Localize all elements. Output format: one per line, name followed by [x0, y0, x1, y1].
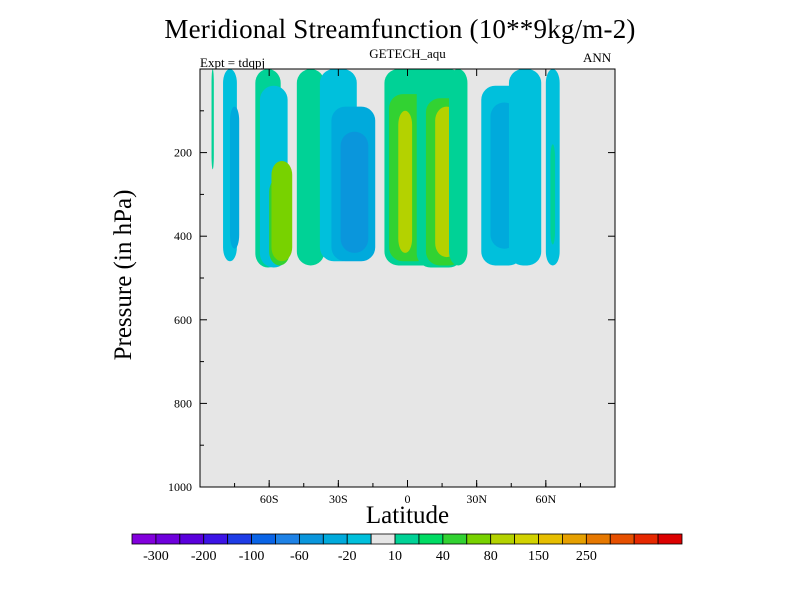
colorbar-label: -20 [338, 549, 357, 564]
colorbar-box [179, 533, 205, 545]
colorbar-label: -60 [290, 549, 309, 564]
colorbar-box [394, 533, 420, 545]
colorbar-box [322, 533, 348, 545]
y-tick-label: 800 [174, 396, 192, 410]
colorbar-label: 10 [388, 549, 402, 564]
season-label: ANN [583, 50, 612, 65]
axes: 60S 30S 0 30N 60N 200 400 600 800 1000 [168, 69, 615, 506]
x-tick-label: 60N [535, 492, 556, 506]
shaded-region [296, 69, 325, 266]
shaded-region [550, 144, 556, 245]
y-tick-label: 200 [174, 146, 192, 160]
colorbar-label: 40 [436, 549, 450, 564]
y-axis-label: Pressure (in hPa) [110, 189, 137, 361]
colorbar-box [418, 533, 444, 545]
y-tick-label: 400 [174, 229, 192, 243]
chart-subtitle: GETECH_aqu [369, 46, 446, 61]
shaded-region [229, 106, 240, 249]
contour-fields [211, 69, 560, 268]
y-tick-label: 1000 [168, 480, 192, 494]
y-tick-label: 600 [174, 313, 192, 327]
colorbar-box [131, 533, 157, 545]
colorbar-box [370, 533, 396, 545]
x-tick-label: 30N [466, 492, 487, 506]
colorbar-box [227, 533, 252, 545]
colorbar-box [275, 533, 300, 545]
colorbar: -300 -200 -100 -60 -20 10 40 80 150 250 [131, 533, 683, 564]
shaded-region [398, 110, 413, 253]
shaded-region [211, 69, 214, 170]
colorbar-box [203, 533, 229, 545]
colorbar-box [609, 533, 635, 545]
colorbar-label: 150 [528, 549, 549, 564]
colorbar-box [562, 533, 587, 545]
colorbar-label: -300 [143, 549, 169, 564]
colorbar-box [298, 533, 324, 545]
colorbar-box [514, 533, 539, 545]
x-tick-label: 30S [329, 492, 348, 506]
colorbar-box [442, 533, 468, 545]
colorbar-label: 250 [576, 549, 597, 564]
colorbar-box [585, 533, 611, 545]
x-tick-label: 60S [260, 492, 279, 506]
colorbar-box [490, 533, 516, 545]
shaded-region [449, 69, 468, 266]
colorbar-box [466, 533, 492, 545]
colorbar-label: 80 [484, 549, 498, 564]
colorbar-label: -100 [239, 549, 265, 564]
colorbar-box [251, 533, 276, 545]
colorbar-box [633, 533, 659, 545]
colorbar-label: -200 [191, 549, 217, 564]
colorbar-box [538, 533, 563, 545]
experiment-label: Expt = tdqpj [200, 55, 266, 70]
x-tick-label: 0 [405, 492, 411, 506]
colorbar-box [657, 533, 683, 545]
x-axis-label: Latitude [365, 502, 450, 529]
chart-title: Meridional Streamfunction (10**9kg/m-2) [164, 14, 636, 44]
shaded-region [340, 131, 369, 253]
shaded-region [508, 69, 542, 266]
colorbar-box [155, 533, 181, 545]
colorbar-box [346, 533, 372, 545]
shaded-region [271, 160, 293, 262]
